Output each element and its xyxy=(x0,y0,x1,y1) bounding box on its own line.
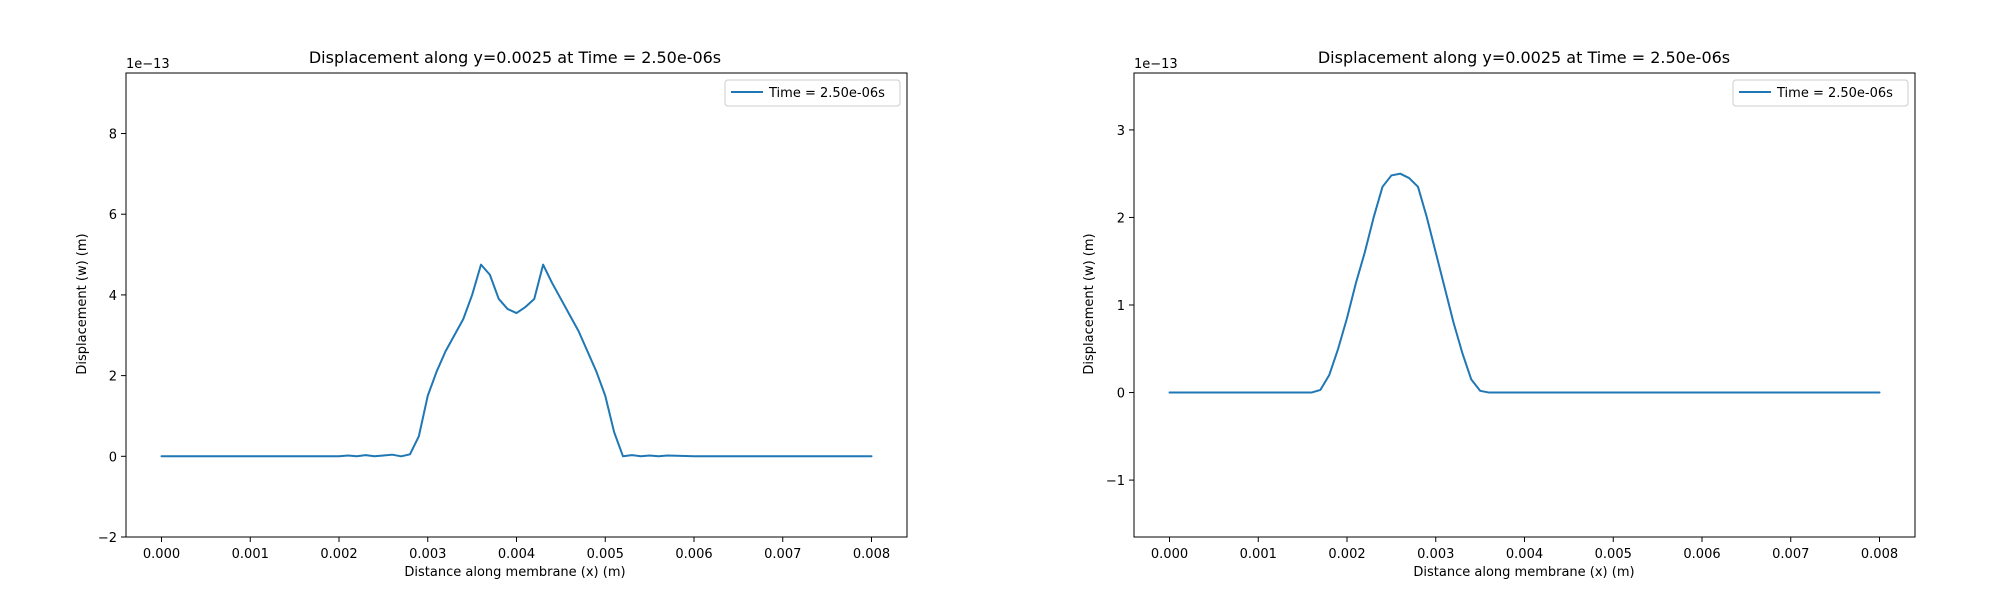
chart-right-x-tick-label: 0.005 xyxy=(1595,547,1632,562)
chart-right-title: Displacement along y=0.0025 at Time = 2.… xyxy=(1318,48,1730,67)
chart-right-x-tick-label: 0.006 xyxy=(1683,547,1720,562)
chart-left-plot-area xyxy=(160,263,873,458)
chart-right-x-ticks: 0.000 0.001 0.002 0.003 0.004 0.005 0.006 0.007… xyxy=(1151,537,1898,562)
chart-left: Displacement along y=0.0025 at Time = 2.… xyxy=(75,48,908,580)
chart-left-y-tick-label: 2 xyxy=(109,370,117,385)
chart-left-x-tick-label: 0.005 xyxy=(587,547,624,562)
chart-right-x-tick-label: 0.001 xyxy=(1240,547,1277,562)
chart-left-x-ticks: 0.000 0.001 0.002 0.003 0.004 0.005 0.006 0.007… xyxy=(143,537,890,562)
chart-right-x-axis-label: Distance along membrane (x) (m) xyxy=(1413,565,1634,580)
chart-right-y-tick-label: −1 xyxy=(1106,474,1125,489)
chart-right-legend-label: Time = 2.50e-06s xyxy=(1776,86,1893,101)
chart-right-y-ticks: −1 0 1 2 3 xyxy=(1106,124,1134,489)
chart-left-y-axis-label: Displacement (w) (m) xyxy=(75,233,90,374)
chart-right-y-axis-label: Displacement (w) (m) xyxy=(1082,233,1097,374)
chart-right-x-tick-label: 0.008 xyxy=(1861,547,1898,562)
chart-right-y-tick-label: 3 xyxy=(1117,124,1125,139)
chart-left-y-tick-label: 4 xyxy=(109,289,117,304)
chart-right-y-tick-label: 2 xyxy=(1117,211,1125,226)
chart-left-legend-box xyxy=(724,79,901,107)
chart-left-x-tick-label: 0.001 xyxy=(232,547,269,562)
chart-right-y-tick-label: 0 xyxy=(1117,387,1125,402)
chart-right-x-tick-label: 0.002 xyxy=(1328,547,1365,562)
chart-left-x-tick-label: 0.004 xyxy=(498,547,535,562)
chart-right-series-line-0 xyxy=(1168,172,1881,394)
chart-left-y-tick-label: 8 xyxy=(109,128,117,143)
chart-left-x-axis-label: Distance along membrane (x) (m) xyxy=(404,565,625,580)
chart-left-x-tick-label: 0.000 xyxy=(143,547,180,562)
chart-right-x-tick-label: 0.004 xyxy=(1506,547,1543,562)
chart-right-plot-area xyxy=(1168,172,1881,394)
chart-right-x-tick-label: 0.003 xyxy=(1417,547,1454,562)
chart-right-x-tick-label: 0.000 xyxy=(1151,547,1188,562)
chart-right-x-tick-label: 0.007 xyxy=(1772,547,1809,562)
chart-right-y-offset: 1e−13 xyxy=(1134,57,1178,72)
chart-left-axes-frame xyxy=(125,72,908,538)
chart-left-y-tick-label: 0 xyxy=(109,450,117,465)
chart-right-y-tick-label: 1 xyxy=(1117,299,1125,314)
chart-right-legend: Time = 2.50e-06s xyxy=(1732,79,1909,107)
chart-left-x-tick-label: 0.007 xyxy=(764,547,801,562)
chart-left-x-tick-label: 0.003 xyxy=(409,547,446,562)
chart-left-y-tick-label: 6 xyxy=(109,208,117,223)
chart-left-x-tick-label: 0.002 xyxy=(320,547,357,562)
chart-right: Displacement along y=0.0025 at Time = 2.… xyxy=(1082,48,1916,580)
chart-right-legend-box xyxy=(1732,79,1909,107)
chart-left-y-offset: 1e−13 xyxy=(126,57,170,72)
chart-left-title: Displacement along y=0.0025 at Time = 2.… xyxy=(309,48,721,67)
chart-left-y-tick-label: −2 xyxy=(98,531,117,546)
chart-right-axes-frame xyxy=(1133,72,1916,538)
chart-left-x-tick-label: 0.006 xyxy=(675,547,712,562)
chart-left-legend: Time = 2.50e-06s xyxy=(724,79,901,107)
chart-left-x-tick-label: 0.008 xyxy=(853,547,890,562)
chart-left-y-ticks: −2 0 2 4 6 8 xyxy=(98,128,126,546)
chart-left-legend-label: Time = 2.50e-06s xyxy=(768,86,885,101)
chart-left-series-line-0 xyxy=(160,263,873,458)
